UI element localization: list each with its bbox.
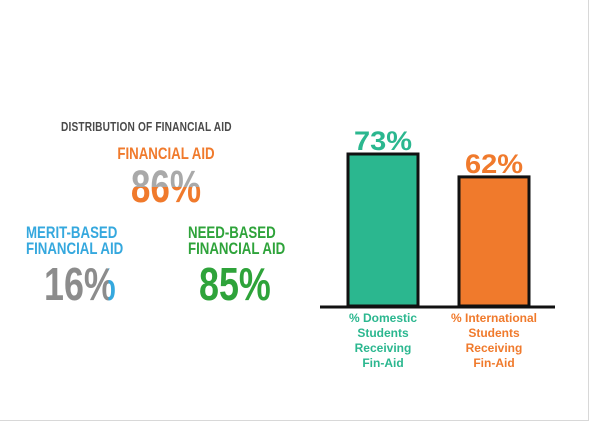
bar-international xyxy=(457,175,531,308)
merit-based-label: MERIT-BASED FINANCIAL AID xyxy=(26,223,143,258)
merit-based-label-line1: MERIT-BASED xyxy=(26,223,118,242)
financial-aid-label: FINANCIAL AID xyxy=(117,144,215,163)
distribution-title: DISTRIBUTION OF FINANCIAL AID xyxy=(61,119,232,134)
category-label-line: % International xyxy=(450,311,537,325)
category-label-line: Students xyxy=(468,326,520,340)
category-label-line: Receiving xyxy=(354,341,412,355)
bar-chart: 73% 62% xyxy=(320,126,555,309)
need-based-label: NEED-BASED FINANCIAL AID xyxy=(188,223,305,258)
bar-domestic xyxy=(346,152,420,308)
data-label-domestic: 73% xyxy=(354,126,412,156)
category-label-line: Fin-Aid xyxy=(473,356,515,370)
category-label-line: Fin-Aid xyxy=(362,356,404,370)
merit-based-label-line2: FINANCIAL AID xyxy=(26,239,124,258)
category-label-domestic: % Domestic Students Receiving Fin-Aid xyxy=(328,311,438,371)
need-based-percent: 85% xyxy=(199,258,271,310)
financial-aid-percent: 86% xyxy=(88,163,244,211)
category-label-line: % Domestic xyxy=(348,311,418,325)
category-label-line: Students xyxy=(357,326,409,340)
merit-based-percent: 16% xyxy=(44,260,161,308)
category-label-line: Receiving xyxy=(465,341,523,355)
need-based-label-line2: FINANCIAL AID xyxy=(188,239,286,258)
need-based-label-line1: NEED-BASED xyxy=(188,223,276,242)
category-label-international: % International Students Receiving Fin-Aid xyxy=(439,311,549,371)
data-label-international: 62% xyxy=(465,149,523,179)
